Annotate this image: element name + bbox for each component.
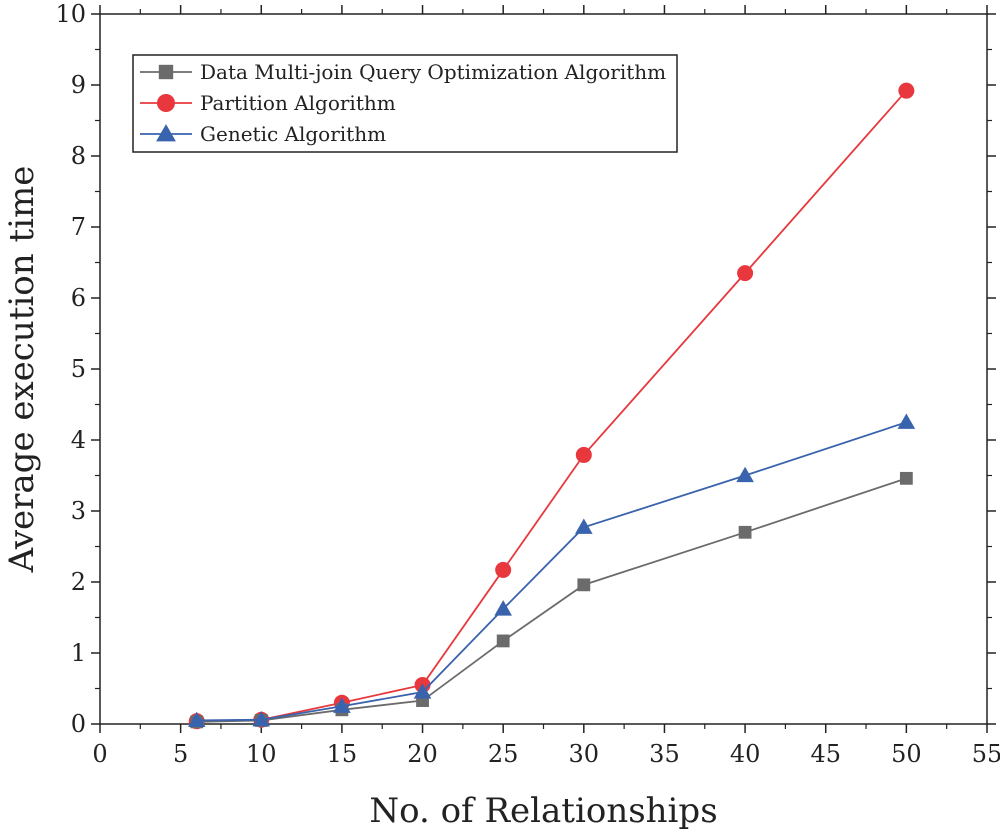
x-tick-label: 55 — [972, 740, 1000, 768]
data-point — [575, 518, 593, 534]
series-line — [196, 421, 907, 722]
data-point — [496, 634, 510, 648]
legend: Data Multi-join Query Optimization Algor… — [132, 54, 678, 153]
x-tick-label: 35 — [649, 740, 680, 768]
legend-label: Partition Algorithm — [200, 91, 396, 115]
series-triangle — [187, 413, 916, 728]
series-line — [196, 90, 908, 723]
legend-entry: Partition Algorithm — [140, 91, 396, 115]
data-point — [737, 265, 754, 282]
data-point — [495, 561, 512, 578]
data-point — [187, 711, 206, 728]
legend-label: Genetic Algorithm — [200, 122, 386, 146]
data-point — [736, 466, 754, 483]
y-tick-label: 6 — [71, 284, 86, 312]
x-tick-label: 5 — [173, 740, 188, 768]
series-line — [196, 477, 907, 723]
x-tick-label: 0 — [92, 740, 107, 768]
data-point — [577, 578, 591, 592]
y-tick-label: 2 — [71, 568, 86, 596]
x-tick-label: 50 — [891, 740, 922, 768]
y-tick-label: 7 — [71, 213, 86, 241]
series-square — [190, 471, 913, 729]
data-point — [413, 683, 432, 699]
series-layer — [187, 82, 916, 730]
y-tick-label: 10 — [55, 0, 86, 28]
y-tick-label: 3 — [71, 497, 86, 525]
series-circle — [188, 82, 915, 730]
legend-marker — [156, 124, 176, 142]
data-point — [899, 471, 913, 485]
data-point — [575, 446, 592, 463]
x-tick-label: 20 — [407, 740, 438, 768]
legend-entry: Genetic Algorithm — [140, 122, 386, 146]
legend-entry: Data Multi-join Query Optimization Algor… — [140, 60, 666, 84]
data-point — [898, 82, 915, 99]
y-tick-label: 5 — [71, 355, 86, 383]
x-tick-label: 30 — [569, 740, 600, 768]
x-tick-label: 10 — [246, 740, 277, 768]
legend-marker — [158, 64, 174, 80]
data-point — [494, 600, 512, 616]
y-tick-label: 1 — [71, 639, 86, 667]
data-point — [897, 413, 916, 429]
x-tick-label: 45 — [810, 740, 841, 768]
y-tick-label: 8 — [71, 142, 86, 170]
y-tick-label: 4 — [71, 426, 86, 454]
y-tick-label: 9 — [71, 71, 86, 99]
x-tick-label: 15 — [327, 740, 358, 768]
x-axis-title: No. of Relationships — [369, 791, 717, 831]
x-tick-label: 25 — [488, 740, 519, 768]
legend-box — [132, 54, 678, 153]
y-axis-title: Average execution time — [2, 166, 42, 574]
legend-label: Data Multi-join Query Optimization Algor… — [200, 60, 666, 84]
y-tick-label: 0 — [71, 710, 86, 738]
data-point — [252, 710, 271, 727]
legend-marker — [157, 94, 175, 112]
data-point — [738, 525, 752, 539]
data-point — [333, 697, 351, 713]
x-tick-label: 40 — [730, 740, 761, 768]
